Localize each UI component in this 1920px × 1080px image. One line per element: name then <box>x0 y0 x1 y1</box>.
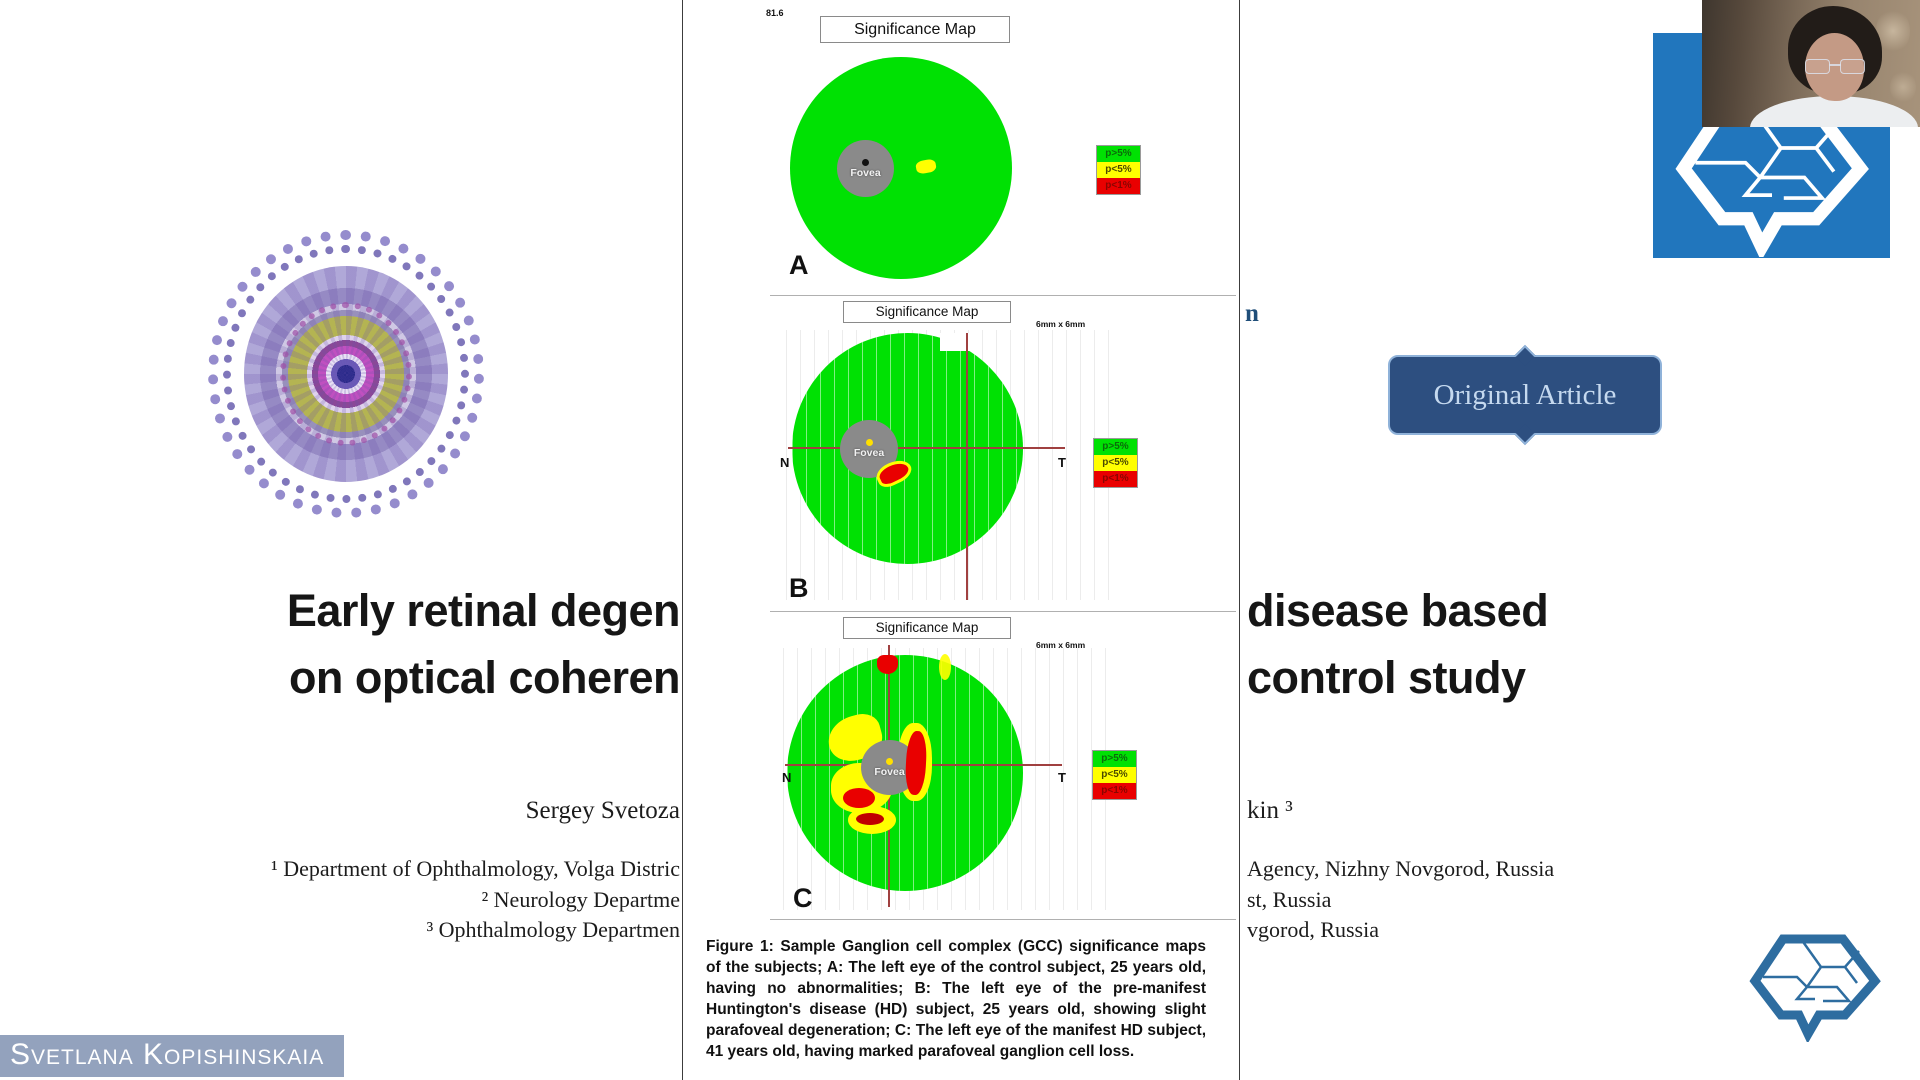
speaker-face <box>1805 33 1864 101</box>
map-b-temporal-label: T <box>1058 455 1066 470</box>
fovea-center-dot <box>886 757 893 765</box>
fovea-label: Fovea <box>853 447 885 459</box>
affiliation-3-right: vgorod, Russia <box>1247 917 1379 942</box>
map-a-legend: p>5% p<5% p<1% <box>1096 145 1141 195</box>
paper-authors-right: kin ³ <box>1247 797 1293 824</box>
legend-yellow-row: p<5% <box>1093 767 1136 783</box>
original-article-badge-label: Original Article <box>1433 378 1617 411</box>
speaker-webcam-video <box>1702 0 1920 127</box>
fovea-center-dot <box>862 158 869 166</box>
separator-line <box>770 295 1236 296</box>
mandala-outer-ring <box>208 230 484 518</box>
affiliation-1-left: ¹ Department of Ophthalmology, Volga Dis… <box>271 856 680 881</box>
wall-highlight <box>1890 70 1916 104</box>
glasses-bridge <box>1829 64 1841 66</box>
affiliation-2-right: st, Russia <box>1247 887 1332 912</box>
affiliation-3-left: ³ Ophthalmology Departmen <box>426 917 680 942</box>
hexagon-network-logo-icon <box>1749 934 1881 1044</box>
map-c-red-patch-bottom <box>843 788 875 808</box>
legend-yellow-row: p<5% <box>1097 162 1140 178</box>
map-b-legend: p>5% p<5% p<1% <box>1093 438 1138 488</box>
paper-authors-left: Sergey Svetoza <box>525 797 680 824</box>
figure-caption: Figure 1: Sample Ganglion cell complex (… <box>706 938 1206 1061</box>
glasses-lens <box>1805 59 1830 74</box>
glasses-lens <box>1840 59 1865 74</box>
fovea-center-dot <box>865 439 873 446</box>
map-c-yellow-speck-top <box>939 654 951 680</box>
legend-green-row: p>5% <box>1094 439 1137 455</box>
affiliation-2-left: ² Neurology Departme <box>481 887 680 912</box>
fovea-label: Fovea <box>874 765 905 778</box>
legend-yellow-row: p<5% <box>1094 455 1137 471</box>
map-c-header: Significance Map <box>843 617 1011 639</box>
speaker-glasses <box>1805 59 1865 74</box>
occluded-text-fragment: n <box>1245 300 1259 327</box>
mandala-ornament-image <box>208 230 484 518</box>
legend-red-row: p<1% <box>1093 783 1136 799</box>
hexagon-network-logo-icon <box>1675 100 1869 257</box>
conference-logo-outline <box>1745 930 1885 1044</box>
legend-red-row: p<1% <box>1094 471 1137 487</box>
separator-line <box>770 611 1236 612</box>
map-a-gcc-circle <box>790 57 1012 279</box>
map-a-header: Significance Map <box>820 16 1010 43</box>
mandala-second-ring <box>223 245 469 503</box>
map-c-red-patch-tail <box>856 813 884 825</box>
fovea-label: Fovea <box>850 166 881 179</box>
map-b-gcc-circle <box>792 333 1023 564</box>
speaker-name-badge: Svetlana Kopishinskaia <box>0 1035 345 1077</box>
map-c-temporal-label: T <box>1058 770 1066 785</box>
map-a-letter: A <box>789 250 809 280</box>
map-b-scan-notch <box>940 333 972 351</box>
affiliation-1-right: Agency, Nizhny Novgorod, Russia <box>1247 856 1555 881</box>
map-b-header: Significance Map <box>843 301 1011 323</box>
original-article-badge: Original Article <box>1388 355 1662 435</box>
mandala-mid-ring <box>280 302 412 446</box>
legend-green-row: p>5% <box>1093 751 1136 767</box>
map-c-size-label: 6mm x 6mm <box>1036 640 1086 650</box>
map-c-legend: p>5% p<5% p<1% <box>1092 750 1137 800</box>
map-a-fovea: Fovea <box>837 140 894 197</box>
map-c-red-patch-top <box>877 655 898 674</box>
legend-red-row: p<1% <box>1097 178 1140 194</box>
separator-line <box>770 919 1236 920</box>
map-b-size-label: 6mm x 6mm <box>1036 319 1086 329</box>
legend-green-row: p>5% <box>1097 146 1140 162</box>
map-c-letter: C <box>793 883 813 913</box>
corner-value-text: 81.6 <box>766 8 784 18</box>
map-b-horizontal-axis <box>788 447 1065 449</box>
map-c-nasal-label: N <box>782 770 792 785</box>
paper-title-line2-right: control study <box>1247 652 1526 703</box>
paper-title-line2-left: on optical coheren <box>288 652 680 703</box>
map-b-letter: B <box>789 573 809 603</box>
map-b-nasal-label: N <box>780 455 790 470</box>
paper-title-line1-left: Early retinal degen <box>286 585 680 636</box>
map-b-vertical-axis <box>966 333 968 600</box>
paper-title-line1-right: disease based <box>1247 585 1549 636</box>
